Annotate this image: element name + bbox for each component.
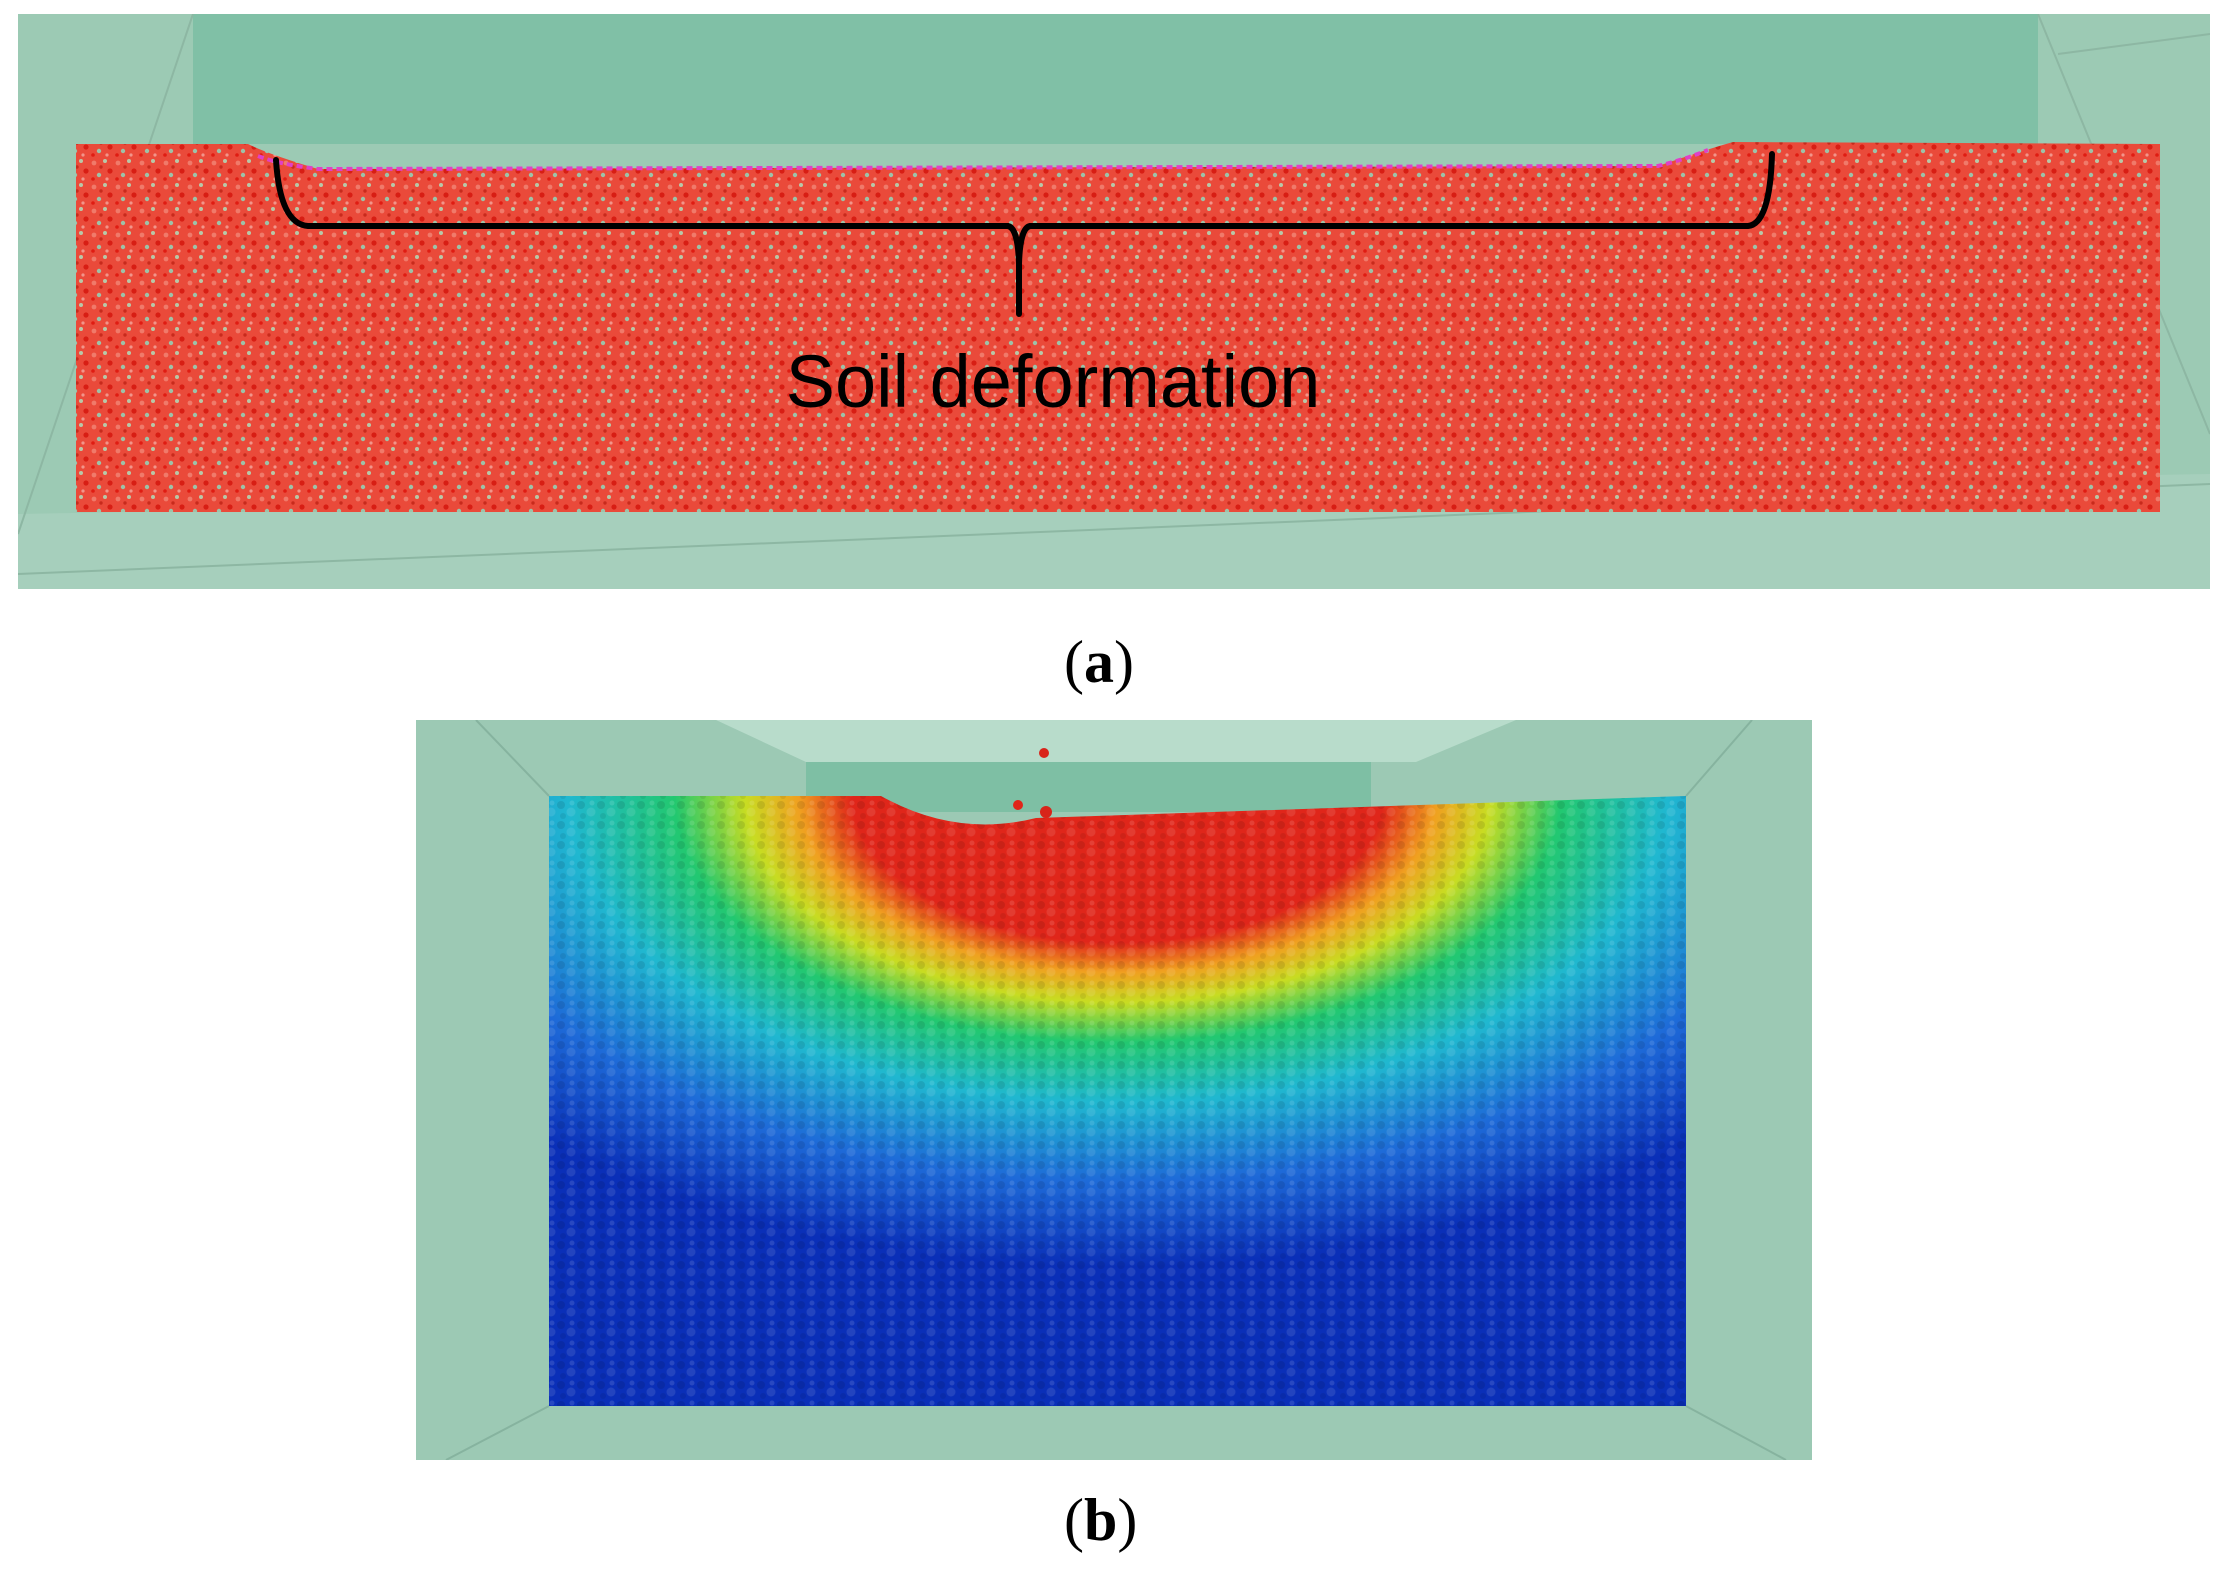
- soil-particles: [76, 142, 2160, 512]
- panel-a-soil-bin-side-view: Soil deformation: [18, 14, 2210, 589]
- caption-a: (a): [1064, 629, 1134, 695]
- panel-b-displacement-field: [416, 720, 1812, 1460]
- ejected-particle: [1039, 748, 1049, 758]
- bin-back-wall: [193, 14, 2038, 144]
- ejected-particle: [1040, 806, 1052, 818]
- deformed-surface: [257, 148, 1709, 172]
- soil-displacement-field: [549, 796, 1686, 1406]
- bin-top-opening: [716, 720, 1516, 762]
- caption-b: (b): [1064, 1487, 1138, 1553]
- bin-back-wall-b: [806, 762, 1371, 812]
- soil-deformation-label: Soil deformation: [786, 340, 1321, 423]
- ejected-particle: [1013, 800, 1023, 810]
- deformation-bracket: [273, 151, 1775, 317]
